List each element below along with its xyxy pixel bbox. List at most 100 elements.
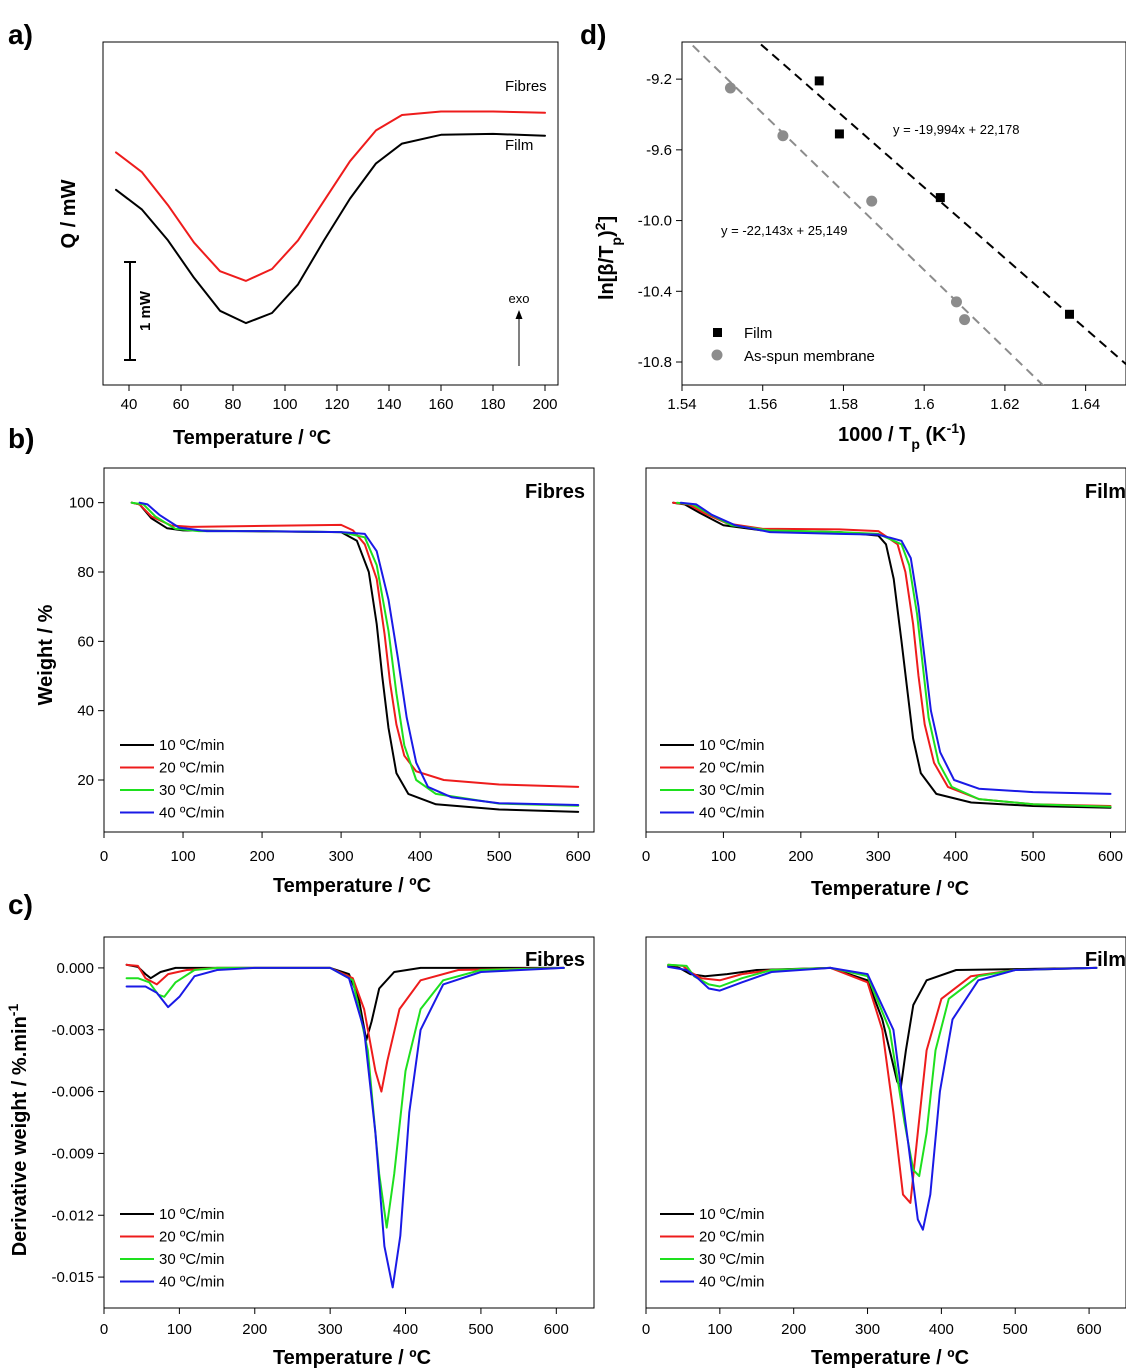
panel-a-xtick-label: 60: [173, 396, 190, 413]
panel-c-film-xtick-label: 300: [855, 1321, 880, 1338]
data-point-membrane: [959, 314, 971, 326]
panel-b-fibres-xtick-label: 200: [250, 848, 275, 865]
panel-c-fibres-xtick-label: 300: [318, 1321, 343, 1338]
panel-a-xtick-label: 80: [225, 396, 242, 413]
panel-c-fibres-curve-40: [125, 966, 565, 1289]
legend-label-film: Film: [744, 325, 772, 342]
fit-label-membrane: y = -22,143x + 25,149: [721, 223, 847, 238]
panel-b-fibres-legend-label: 40 ºC/min: [159, 805, 225, 822]
legend-label-membrane: As-spun membrane: [744, 348, 875, 365]
panel-a-xtick-label: 140: [376, 396, 401, 413]
panel-c-fibres-frame: [103, 936, 595, 1309]
series-label-fibres: Fibres: [505, 78, 547, 95]
fit-label-film: y = -19,994x + 22,178: [893, 122, 1019, 137]
panel-d-xtick-label: 1.54: [667, 396, 696, 413]
panel-b-fibres-curve-10: [130, 501, 580, 813]
panel-b-fibres-xtick-label: 400: [408, 848, 433, 865]
panel-c-fibres-curve-20: [125, 963, 565, 1093]
panel-c-film-xtick-label: 600: [1077, 1321, 1102, 1338]
panel-c-fibres-legend-label: 20 ºC/min: [159, 1229, 225, 1246]
panel-c-fibres-xtick-label: 400: [393, 1321, 418, 1338]
panel-b-fibres: Fibres Temperature / ºC Weight / % 0 100 2…: [35, 467, 595, 897]
panel-c-fibres-ytick-label: -0.009: [51, 1145, 94, 1162]
panel-a-xtick-label: 120: [324, 396, 349, 413]
panel-c-fibres-title: Fibres: [525, 949, 585, 971]
series-label-film: Film: [505, 137, 533, 154]
panel-b-fibres-ytick-label: 60: [77, 633, 94, 650]
panel-c-fibres-curve-10: [125, 963, 565, 1042]
panel-b-fibres-curve-30: [130, 501, 580, 807]
panel-b-fibres-ytick-label: 40: [77, 703, 94, 720]
panel-c-film-xtick-label: 100: [707, 1321, 732, 1338]
panel-d-ytick-label: -9.6: [646, 142, 672, 159]
panel-b-fibres-legend-label: 30 ºC/min: [159, 782, 225, 799]
panel-c-film-curve-30: [667, 963, 1098, 1178]
panel-b-film-xtick-label: 100: [711, 848, 736, 865]
panel-b-ylabel: Weight / %: [35, 604, 57, 705]
panel-label-a: a): [8, 19, 33, 50]
panel-b-film: Film Temperature / ºC 0 100 200 300 400 500 60…: [642, 467, 1126, 900]
panel-c-fibres-xtick-label: 500: [468, 1321, 493, 1338]
panel-b-fibres-xtick-label: 500: [487, 848, 512, 865]
panel-c-film-legend-label: 30 ºC/min: [699, 1251, 765, 1268]
panel-c-fibres-legend-label: 40 ºC/min: [159, 1274, 225, 1291]
exo-label: exo: [509, 291, 530, 306]
panel-b-film-xtick-label: 0: [642, 848, 650, 865]
panel-d-ytick-label: -10.4: [638, 283, 672, 300]
panel-a-xtick-label: 200: [532, 396, 557, 413]
panel-c-film-frame: [645, 936, 1126, 1309]
panel-d-ytick-label: -10.8: [638, 354, 672, 371]
panel-c-film-xlabel: Temperature / ºC: [811, 1347, 969, 1369]
panel-a-ylabel: Q / mW: [58, 179, 80, 248]
data-point-film: [935, 193, 945, 203]
panel-d-ytick-label: -10.0: [638, 213, 672, 230]
panel-c-fibres-legend-label: 10 ºC/min: [159, 1206, 225, 1223]
panel-a-dsc: Fibres Film Temperature / ºC Q / mW 1 mW…: [58, 41, 559, 449]
panel-b-fibres-xtick-label: 300: [329, 848, 354, 865]
panel-b-fibres-ytick-label: 100: [69, 495, 94, 512]
panel-b-film-legend-label: 10 ºC/min: [699, 737, 765, 754]
panel-d-ylabel: ln[β/Tp)2]: [592, 216, 624, 300]
panel-a-xtick-label: 100: [272, 396, 297, 413]
panel-c-fibres-xlabel: Temperature / ºC: [273, 1347, 431, 1369]
panel-c-film-legend-label: 10 ºC/min: [699, 1206, 765, 1223]
panel-c-fibres-xtick-label: 200: [242, 1321, 267, 1338]
panel-d-xlabel: 1000 / Tp (K-1): [838, 420, 966, 452]
scale-bar-label: 1 mW: [137, 290, 154, 331]
panel-c-fibres-ytick-label: -0.015: [51, 1269, 94, 1286]
data-point-film: [834, 129, 844, 139]
panel-c-fibres: Fibres Temperature / ºC Derivative weigh…: [5, 936, 595, 1369]
panel-b-fibres-frame: [103, 467, 595, 833]
data-point-membrane: [866, 195, 878, 207]
panel-b-film-legend-label: 40 ºC/min: [699, 805, 765, 822]
legend-marker-membrane: [711, 349, 723, 361]
panel-b-film-xtick-label: 300: [866, 848, 891, 865]
panel-c-fibres-ytick-label: -0.012: [51, 1207, 94, 1224]
data-point-membrane: [777, 130, 789, 142]
panel-label-d: d): [580, 19, 606, 50]
panel-c-film: Film Temperature / ºC 0 100 200 300 400 500 60…: [642, 936, 1126, 1369]
panel-d-xtick-label: 1.58: [829, 396, 858, 413]
panel-b-film-curve-30: [676, 501, 1112, 808]
panel-b-fibres-xtick-label: 600: [566, 848, 591, 865]
panel-c-film-legend-label: 40 ºC/min: [699, 1274, 765, 1291]
panel-b-film-legend-label: 30 ºC/min: [699, 782, 765, 799]
panel-b-film-xtick-label: 200: [788, 848, 813, 865]
panel-a-xlabel: Temperature / ºC: [173, 427, 331, 449]
panel-c-fibres-xtick-label: 100: [167, 1321, 192, 1338]
panel-c-fibres-curve-30: [125, 966, 565, 1229]
panel-b-film-title: Film: [1085, 481, 1126, 503]
panel-b-film-xlabel: Temperature / ºC: [811, 878, 969, 900]
panel-c-film-curve-20: [667, 963, 1098, 1204]
fit-line-film: [756, 42, 1126, 366]
legend-marker-film: [713, 328, 722, 337]
panel-b-fibres-ytick-label: 80: [77, 564, 94, 581]
panel-b-film-legend-label: 20 ºC/min: [699, 760, 765, 777]
panel-a-xtick-label: 40: [121, 396, 138, 413]
panel-label-b: b): [8, 423, 34, 454]
panel-b-film-frame: [645, 467, 1126, 833]
panel-c-film-xtick-label: 200: [781, 1321, 806, 1338]
data-point-membrane: [950, 296, 962, 308]
dsc-curve-fibres: [115, 110, 546, 282]
panel-d-ytick-label: -9.2: [646, 71, 672, 88]
